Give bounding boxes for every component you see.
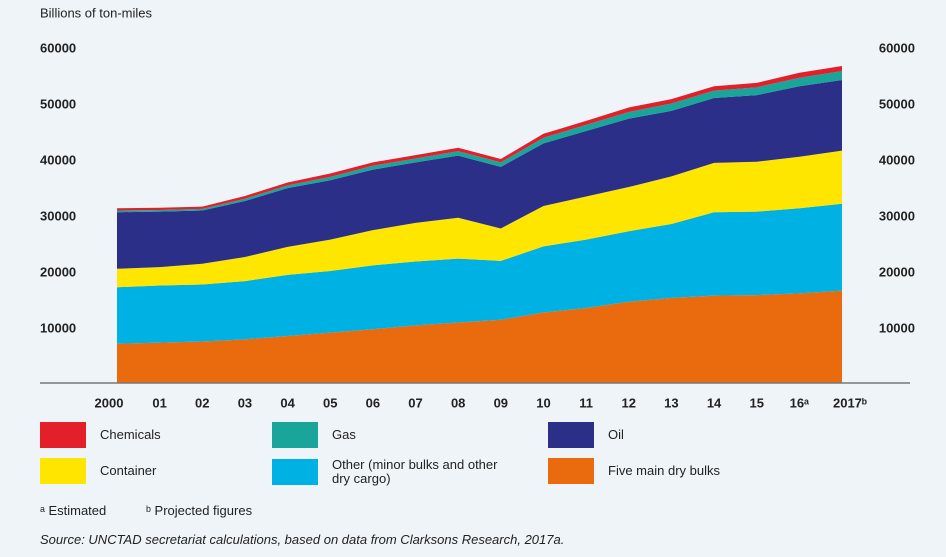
legend-swatch xyxy=(548,458,594,484)
x-tick-label: 11 xyxy=(579,395,593,410)
x-tick-label: 04 xyxy=(280,395,295,410)
legend-label: Five main dry bulks xyxy=(608,463,720,478)
footnote: ᵇ Projected figures xyxy=(146,503,253,518)
x-tick-label: 05 xyxy=(323,395,337,410)
x-tick-label: 14 xyxy=(707,395,722,410)
x-tick-label: 16ᵃ xyxy=(790,395,809,410)
x-tick-label: 12 xyxy=(622,395,636,410)
legend-swatch xyxy=(40,422,86,448)
x-tick-label: 2000 xyxy=(95,395,124,410)
legend-swatch xyxy=(548,422,594,448)
legend-item: Five main dry bulks xyxy=(548,458,788,484)
source: Source: UNCTAD secretariat calculations,… xyxy=(40,532,565,547)
y2-tick-label: 60000 xyxy=(879,40,915,55)
y-tick-label: 10000 xyxy=(40,320,76,335)
legend-label: Container xyxy=(100,463,157,478)
legend-item: Chemicals xyxy=(40,422,280,448)
legend-swatch xyxy=(272,422,318,448)
footnote: ᵃ Estimated xyxy=(40,503,107,518)
x-tick-label: 10 xyxy=(536,395,550,410)
y-tick-label: 20000 xyxy=(40,264,76,279)
x-tick-label: 2017ᵇ xyxy=(833,395,867,410)
legend-item: Other (minor bulks and other dry cargo) xyxy=(272,458,502,486)
area xyxy=(117,290,842,383)
area xyxy=(117,150,842,288)
x-tick-label: 09 xyxy=(494,395,508,410)
y-tick-label: 40000 xyxy=(40,152,76,167)
x-tick-label: 03 xyxy=(238,395,252,410)
y2-tick-label: 10000 xyxy=(879,320,915,335)
x-tick-label: 07 xyxy=(408,395,422,410)
area xyxy=(117,80,842,269)
legend-item: Container xyxy=(40,458,280,484)
area xyxy=(117,203,842,344)
x-tick-label: 01 xyxy=(152,395,166,410)
y2-tick-label: 30000 xyxy=(879,208,915,223)
legend-label: Chemicals xyxy=(100,427,161,442)
area xyxy=(117,66,842,211)
legend-label: Oil xyxy=(608,427,624,442)
legend-item: Oil xyxy=(548,422,788,448)
y2-tick-label: 40000 xyxy=(879,152,915,167)
y-axis-label: Billions of ton-miles xyxy=(40,5,152,20)
x-tick-label: 08 xyxy=(451,395,465,410)
legend-label: Gas xyxy=(332,427,356,442)
x-tick-label: 15 xyxy=(749,395,763,410)
x-tick-label: 06 xyxy=(366,395,380,410)
legend-label: Other (minor bulks and other dry cargo) xyxy=(332,457,498,486)
y2-tick-label: 20000 xyxy=(879,264,915,279)
legend-swatch xyxy=(272,459,318,485)
y-tick-label: 30000 xyxy=(40,208,76,223)
y-tick-label: 50000 xyxy=(40,96,76,111)
legend-swatch xyxy=(40,458,86,484)
x-tick-label: 02 xyxy=(195,395,209,410)
legend-item: Gas xyxy=(272,422,512,448)
area xyxy=(117,71,842,213)
y-tick-label: 60000 xyxy=(40,40,76,55)
x-tick-label: 13 xyxy=(664,395,678,410)
y2-tick-label: 50000 xyxy=(879,96,915,111)
